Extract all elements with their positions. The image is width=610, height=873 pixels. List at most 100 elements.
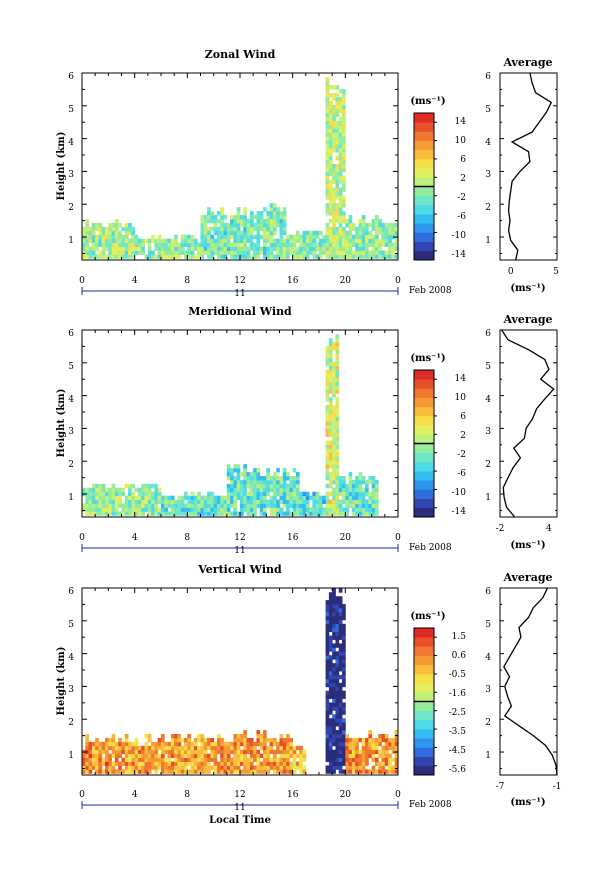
heatmap-cell xyxy=(223,749,228,755)
heatmap-cell xyxy=(128,226,132,232)
heatmap-cell xyxy=(355,499,359,504)
heatmap-cell xyxy=(328,694,333,699)
heatmap-cell xyxy=(325,93,330,98)
heatmap-cell xyxy=(325,741,330,747)
heatmap-cell xyxy=(259,503,264,508)
heatmap-cell xyxy=(226,222,231,228)
heatmap-cell xyxy=(325,409,330,414)
heatmap-cell xyxy=(338,124,343,129)
heatmap-cell xyxy=(384,222,389,228)
heatmap-cell xyxy=(332,440,336,445)
heatmap-cell xyxy=(328,148,333,153)
heatmap-cell xyxy=(216,230,221,236)
heatmap-cell xyxy=(332,499,336,504)
heatmap-cell xyxy=(213,749,218,755)
heatmap-cell xyxy=(137,507,142,512)
heatmap-cell xyxy=(184,765,188,770)
heatmap-cell xyxy=(216,246,221,251)
heatmap-cell xyxy=(286,745,290,751)
heatmap-cell xyxy=(187,769,192,774)
heatmap-cell xyxy=(338,631,343,636)
heatmap-cell xyxy=(332,365,336,371)
heatmap-cell xyxy=(101,741,106,747)
heatmap-cell xyxy=(85,234,89,240)
heatmap-cell xyxy=(332,608,336,613)
heatmap-cell xyxy=(203,503,208,508)
heatmap-cell xyxy=(203,745,208,751)
heatmap-cell xyxy=(332,722,336,727)
heatmap-cell xyxy=(266,246,271,251)
heatmap-cell xyxy=(345,499,350,504)
heatmap-cell xyxy=(374,250,379,255)
heatmap-cell xyxy=(220,215,224,220)
heatmap-cell xyxy=(98,507,103,512)
heatmap-cell xyxy=(210,503,215,508)
heatmap-cell xyxy=(302,238,307,244)
heatmap-cell xyxy=(180,499,185,504)
heatmap-cell xyxy=(378,218,382,224)
heatmap-cell xyxy=(371,218,376,224)
heatmap-cell xyxy=(95,761,99,766)
heatmap-cell xyxy=(147,765,152,770)
heatmap-cell xyxy=(269,487,274,493)
heatmap-cell xyxy=(223,254,228,259)
heatmap-cell xyxy=(207,761,211,766)
heatmap-cell xyxy=(243,741,247,747)
heatmap-cell xyxy=(111,499,116,504)
heatmap-cell xyxy=(180,749,185,755)
heatmap-cell xyxy=(82,503,86,508)
heatmap-cell xyxy=(332,104,336,110)
heatmap-cell xyxy=(200,769,205,774)
heatmap-cell xyxy=(131,234,136,240)
heatmap-cell xyxy=(378,238,382,244)
heatmap-cell xyxy=(263,230,267,236)
heatmap-cell xyxy=(233,499,238,504)
heatmap-cell xyxy=(253,511,257,516)
heatmap-cell xyxy=(98,749,103,755)
heatmap-cell xyxy=(256,218,261,224)
heatmap-cell xyxy=(220,211,224,216)
heatmap-cell xyxy=(371,487,376,493)
heatmap-cell xyxy=(174,765,178,770)
heatmap-cell xyxy=(193,753,198,759)
heatmap-cell xyxy=(167,769,172,774)
heatmap-cell xyxy=(259,246,264,251)
heatmap-cell xyxy=(355,769,359,774)
heatmap-cell xyxy=(105,234,109,240)
heatmap-cell xyxy=(325,350,330,355)
heatmap-cell xyxy=(335,389,340,394)
heatmap-cell xyxy=(147,511,152,516)
heatmap-cell xyxy=(190,250,195,255)
heatmap-cell xyxy=(249,511,254,516)
heatmap-cell xyxy=(286,761,290,766)
heatmap-cell xyxy=(128,246,132,251)
heatmap-cell xyxy=(338,690,343,696)
heatmap-cell xyxy=(91,761,96,766)
y-tick-label: 5 xyxy=(68,362,74,372)
heatmap-cell xyxy=(85,487,89,493)
heatmap-cell xyxy=(95,757,99,762)
heatmap-cell xyxy=(98,250,103,255)
heatmap-cell xyxy=(164,745,168,751)
heatmap-cell xyxy=(342,195,346,200)
heatmap-cell xyxy=(233,479,238,485)
heatmap-cell xyxy=(332,230,336,236)
heatmap-cell xyxy=(246,254,251,259)
heatmap-cell xyxy=(266,737,271,743)
heatmap-cell xyxy=(328,765,333,770)
heatmap-cell xyxy=(272,737,277,743)
heatmap-cell xyxy=(269,507,274,512)
heatmap-cell xyxy=(256,254,261,259)
heatmap-cell xyxy=(332,706,336,711)
heatmap-cell xyxy=(342,655,346,660)
colorbar-swatch xyxy=(414,498,434,509)
heatmap-cell xyxy=(85,230,89,236)
heatmap-cell xyxy=(121,491,126,497)
heatmap-cell xyxy=(243,487,247,493)
heatmap-cell xyxy=(279,761,284,766)
heatmap-cell xyxy=(338,655,343,660)
heatmap-cell xyxy=(332,385,336,390)
heatmap-cell xyxy=(319,503,323,508)
heatmap-cell xyxy=(121,745,126,751)
heatmap-cell xyxy=(286,769,290,774)
